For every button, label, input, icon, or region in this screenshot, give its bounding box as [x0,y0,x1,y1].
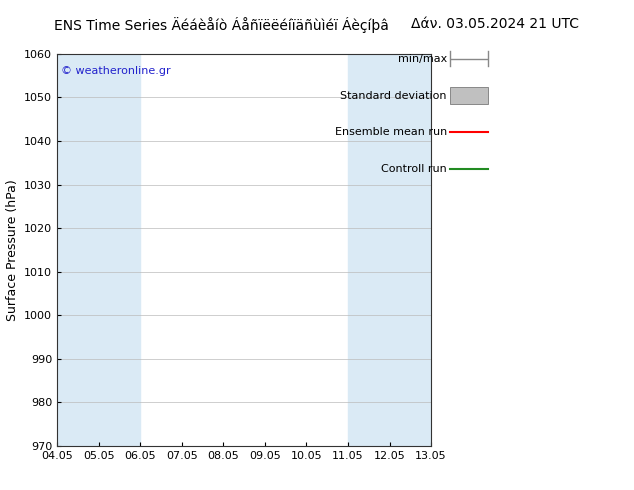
Text: Standard deviation: Standard deviation [340,91,447,100]
Y-axis label: Surface Pressure (hPa): Surface Pressure (hPa) [6,179,18,321]
Bar [99,54,140,446]
Text: Ensemble mean run: Ensemble mean run [335,127,447,137]
Text: min/max: min/max [398,54,447,64]
Text: ENS Time Series Äéáèåíò Áåñïëëéíïäñùìéï Áèçíþâ: ENS Time Series Äéáèåíò Áåñïëëéíïäñùìéï … [55,17,389,33]
Text: © weatheronline.gr: © weatheronline.gr [61,66,171,75]
Bar [348,54,389,446]
Bar [389,54,431,446]
Bar [57,54,99,446]
Text: Δάν. 03.05.2024 21 UTC: Δάν. 03.05.2024 21 UTC [411,17,578,31]
Text: Controll run: Controll run [381,164,447,174]
